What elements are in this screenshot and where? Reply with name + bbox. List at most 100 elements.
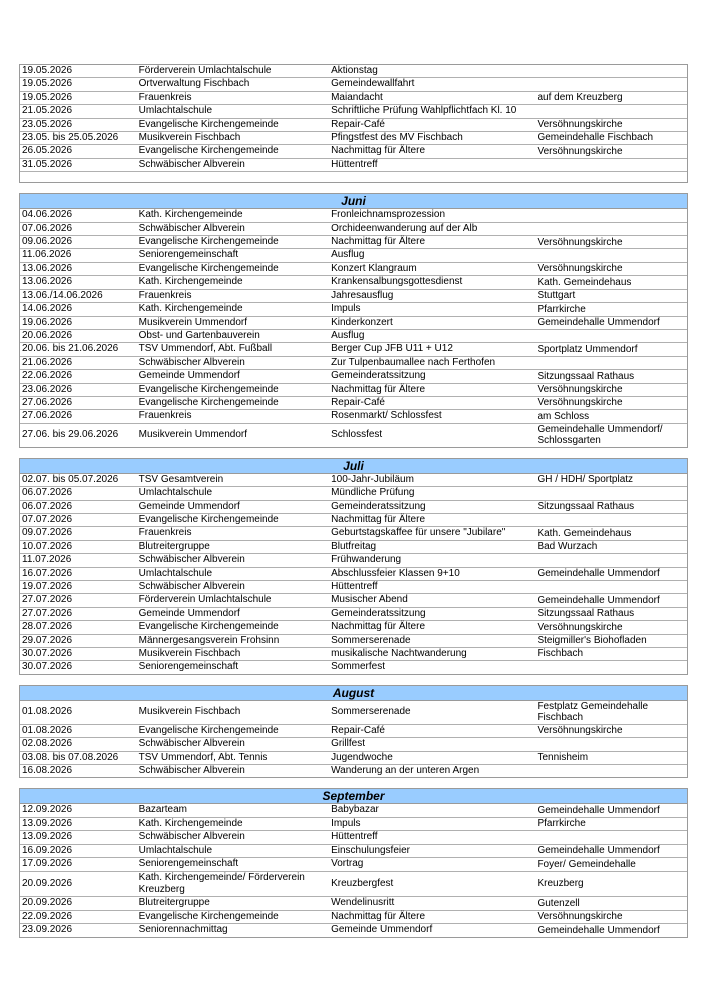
location-cell: Gemeindehalle Ummendorf [537, 316, 660, 328]
date-cell: 09.06.2026 [22, 236, 73, 248]
table-row: 06.07.2026 Umlachtalschule Mündliche Prüfu… [20, 487, 687, 501]
event-cell: Berger Cup JFB U11 + U12 [331, 343, 453, 355]
date-cell: 16.07.2026 [22, 567, 73, 579]
organizer-cell: Schwäbischer Albverein [138, 765, 245, 777]
table-row: 01.08.2026 Evangelische Kirchengemeinde Re… [20, 724, 687, 739]
table-row: 26.05.2026 Evangelische Kirchengemeinde Na… [20, 145, 687, 159]
events-calendar-table: 19.05.2026 Förderverein Umlachtalschule Ak… [19, 64, 688, 948]
event-cell: Nachmittag für Ältere [331, 910, 426, 922]
event-cell: Zur Tulpenbaumallee nach Ferthofen [331, 356, 496, 368]
event-cell: Frühwanderung [331, 554, 402, 566]
organizer-cell: Schwäbischer Albverein [138, 554, 245, 566]
event-cell: Jugendwoche [331, 751, 393, 763]
table-row: 27.06. bis 29.06.2026 Musikverein Ummendo… [20, 424, 687, 447]
location-cell: am Schloss [537, 410, 590, 422]
event-cell: 100-Jahr-Jubiläum [331, 473, 414, 485]
month-section: Juni 04.06.2026 Kath. Kirchengemeinde Fronl… [19, 193, 688, 448]
event-cell: Schriftliche Prüfung Wahlpflichtfach Kl.… [331, 105, 517, 117]
date-cell: 27.06.2026 [22, 410, 73, 422]
date-cell: 23.06.2026 [22, 383, 73, 395]
event-cell: Kinderkonzert [331, 316, 393, 328]
organizer-cell: Männergesangsverein Frohsinn [138, 634, 280, 646]
event-cell: Maiandacht [331, 91, 383, 103]
organizer-cell: Evangelische Kirchengemeinde [138, 724, 279, 736]
date-cell: 12.09.2026 [22, 804, 73, 816]
event-cell: Abschlussfeier Klassen 9+10 [331, 567, 460, 579]
organizer-cell: Evangelische Kirchengemeinde [138, 118, 279, 130]
date-cell: 27.06. bis 29.06.2026 [22, 429, 119, 441]
organizer-cell: Frauenkreis [138, 527, 192, 539]
location-cell: Foyer/ Gemeindehalle [537, 858, 636, 870]
location-cell: Gemeindehalle Fischbach [537, 132, 654, 144]
table-row: 13.06.2026 Evangelische Kirchengemeinde Ko… [20, 263, 687, 277]
organizer-cell: Kath. Kirchengemeinde/ Förderverein Kreu… [138, 871, 305, 895]
location-cell: Kreuzberg [537, 878, 584, 890]
table-row: 19.06.2026 Musikverein Ummendorf Kinderkon… [20, 317, 687, 330]
organizer-cell: Schwäbischer Albverein [138, 356, 245, 368]
organizer-cell: Obst- und Gartenbauverein [138, 329, 260, 341]
table-row: 27.07.2026 Gemeinde Ummendorf Gemeinderats… [20, 607, 687, 622]
table-row: 12.09.2026 Bazarteam Babybazar Gemeindehall… [20, 804, 687, 818]
event-cell: Hüttentreff [331, 831, 378, 843]
event-cell: Repair-Café [331, 396, 385, 408]
date-cell: 20.06.2026 [22, 329, 73, 341]
date-cell: 16.09.2026 [22, 844, 73, 856]
organizer-cell: TSV Ummendorf, Abt. Fußball [138, 343, 273, 355]
location-cell: Kath. Gemeindehaus [537, 276, 632, 288]
date-cell: 21.06.2026 [22, 356, 73, 368]
table-row: 31.05.2026 Schwäbischer Albverein Hüttentr… [20, 158, 687, 173]
organizer-cell: Förderverein Umlachtalschule [138, 594, 272, 606]
table-row: 09.06.2026 Evangelische Kirchengemeinde Na… [20, 236, 687, 250]
table-row: 23.05. bis 25.05.2026 Musikverein Fischba… [20, 132, 687, 146]
organizer-cell: Seniorengemeinschaft [138, 661, 239, 673]
month-section: August 01.08.2026 Musikverein Fischbach Som… [19, 684, 688, 779]
location-cell: Sitzungssaal Rathaus [537, 501, 635, 513]
location-cell: Sitzungssaal Rathaus [537, 370, 635, 382]
event-cell: Gemeinderatssitzung [331, 607, 426, 619]
date-cell: 19.07.2026 [22, 581, 73, 592]
location-cell: Versöhnungskirche [537, 383, 623, 395]
table-row: 02.08.2026 Schwäbischer Albverein Grillfes… [20, 738, 687, 752]
table-row: 17.09.2026 Seniorengemeinschaft Vortrag Foy… [20, 858, 687, 872]
location-cell: Steigmiller's Biohofladen [537, 635, 647, 647]
table-row: 29.07.2026 Männergesangsverein Frohsinn So… [20, 634, 687, 649]
organizer-cell: Schwäbischer Albverein [138, 222, 245, 234]
location-cell: Pfarrkirche [537, 818, 586, 830]
table-row: 27.06.2026 Frauenkreis Rosenmarkt/ Schloss… [20, 410, 687, 424]
month-header: September [20, 789, 687, 805]
event-cell: Blutfreitag [331, 540, 377, 552]
date-cell: 20.09.2026 [22, 877, 73, 889]
organizer-cell: Kath. Kirchengemeinde [138, 303, 243, 315]
organizer-cell: Frauenkreis [138, 91, 192, 103]
event-cell: Impuls [331, 817, 361, 829]
date-cell: 23.09.2026 [22, 924, 73, 936]
location-cell: Versöhnungskirche [537, 621, 623, 633]
location-cell: Gemeindehalle Ummendorf [537, 568, 660, 580]
event-cell: Krankensalbungsgottesdienst [331, 276, 463, 288]
event-cell: Nachmittag für Ältere [331, 383, 426, 395]
date-cell: 07.07.2026 [22, 513, 73, 525]
date-cell: 06.07.2026 [22, 487, 73, 499]
organizer-cell: Seniorennachmittag [138, 924, 228, 936]
table-row: 13.09.2026 Schwäbischer Albverein Hüttentr… [20, 831, 687, 845]
location-cell: Versöhnungskirche [537, 236, 623, 248]
location-cell: Bad Wurzach [537, 541, 598, 553]
organizer-cell: Frauenkreis [138, 410, 192, 422]
table-row: 28.07.2026 Evangelische Kirchengemeinde Na… [20, 621, 687, 635]
organizer-cell: Musikverein Fischbach [138, 706, 241, 718]
table-row: 19.05.2026 Ortverwaltung Fischbach Gemeind… [20, 78, 687, 92]
date-cell: 29.07.2026 [22, 634, 73, 646]
organizer-cell: Gemeinde Ummendorf [138, 607, 240, 619]
event-cell: Hüttentreff [331, 158, 378, 170]
location-cell: Stuttgart [537, 290, 576, 302]
location-cell: Pfarrkirche [537, 303, 586, 315]
spacer-row [20, 172, 687, 182]
organizer-cell: Seniorengemeinschaft [138, 858, 239, 870]
date-cell: 13.09.2026 [22, 817, 73, 829]
table-row: 14.06.2026 Kath. Kirchengemeinde Impuls Pfa… [20, 303, 687, 317]
organizer-cell: Musikverein Ummendorf [138, 429, 248, 441]
date-cell: 02.07. bis 05.07.2026 [22, 473, 119, 485]
date-cell: 30.07.2026 [22, 648, 73, 660]
event-cell: Nachmittag für Ältere [331, 621, 426, 633]
location-cell: Gemeindehalle Ummendorf [537, 924, 660, 936]
